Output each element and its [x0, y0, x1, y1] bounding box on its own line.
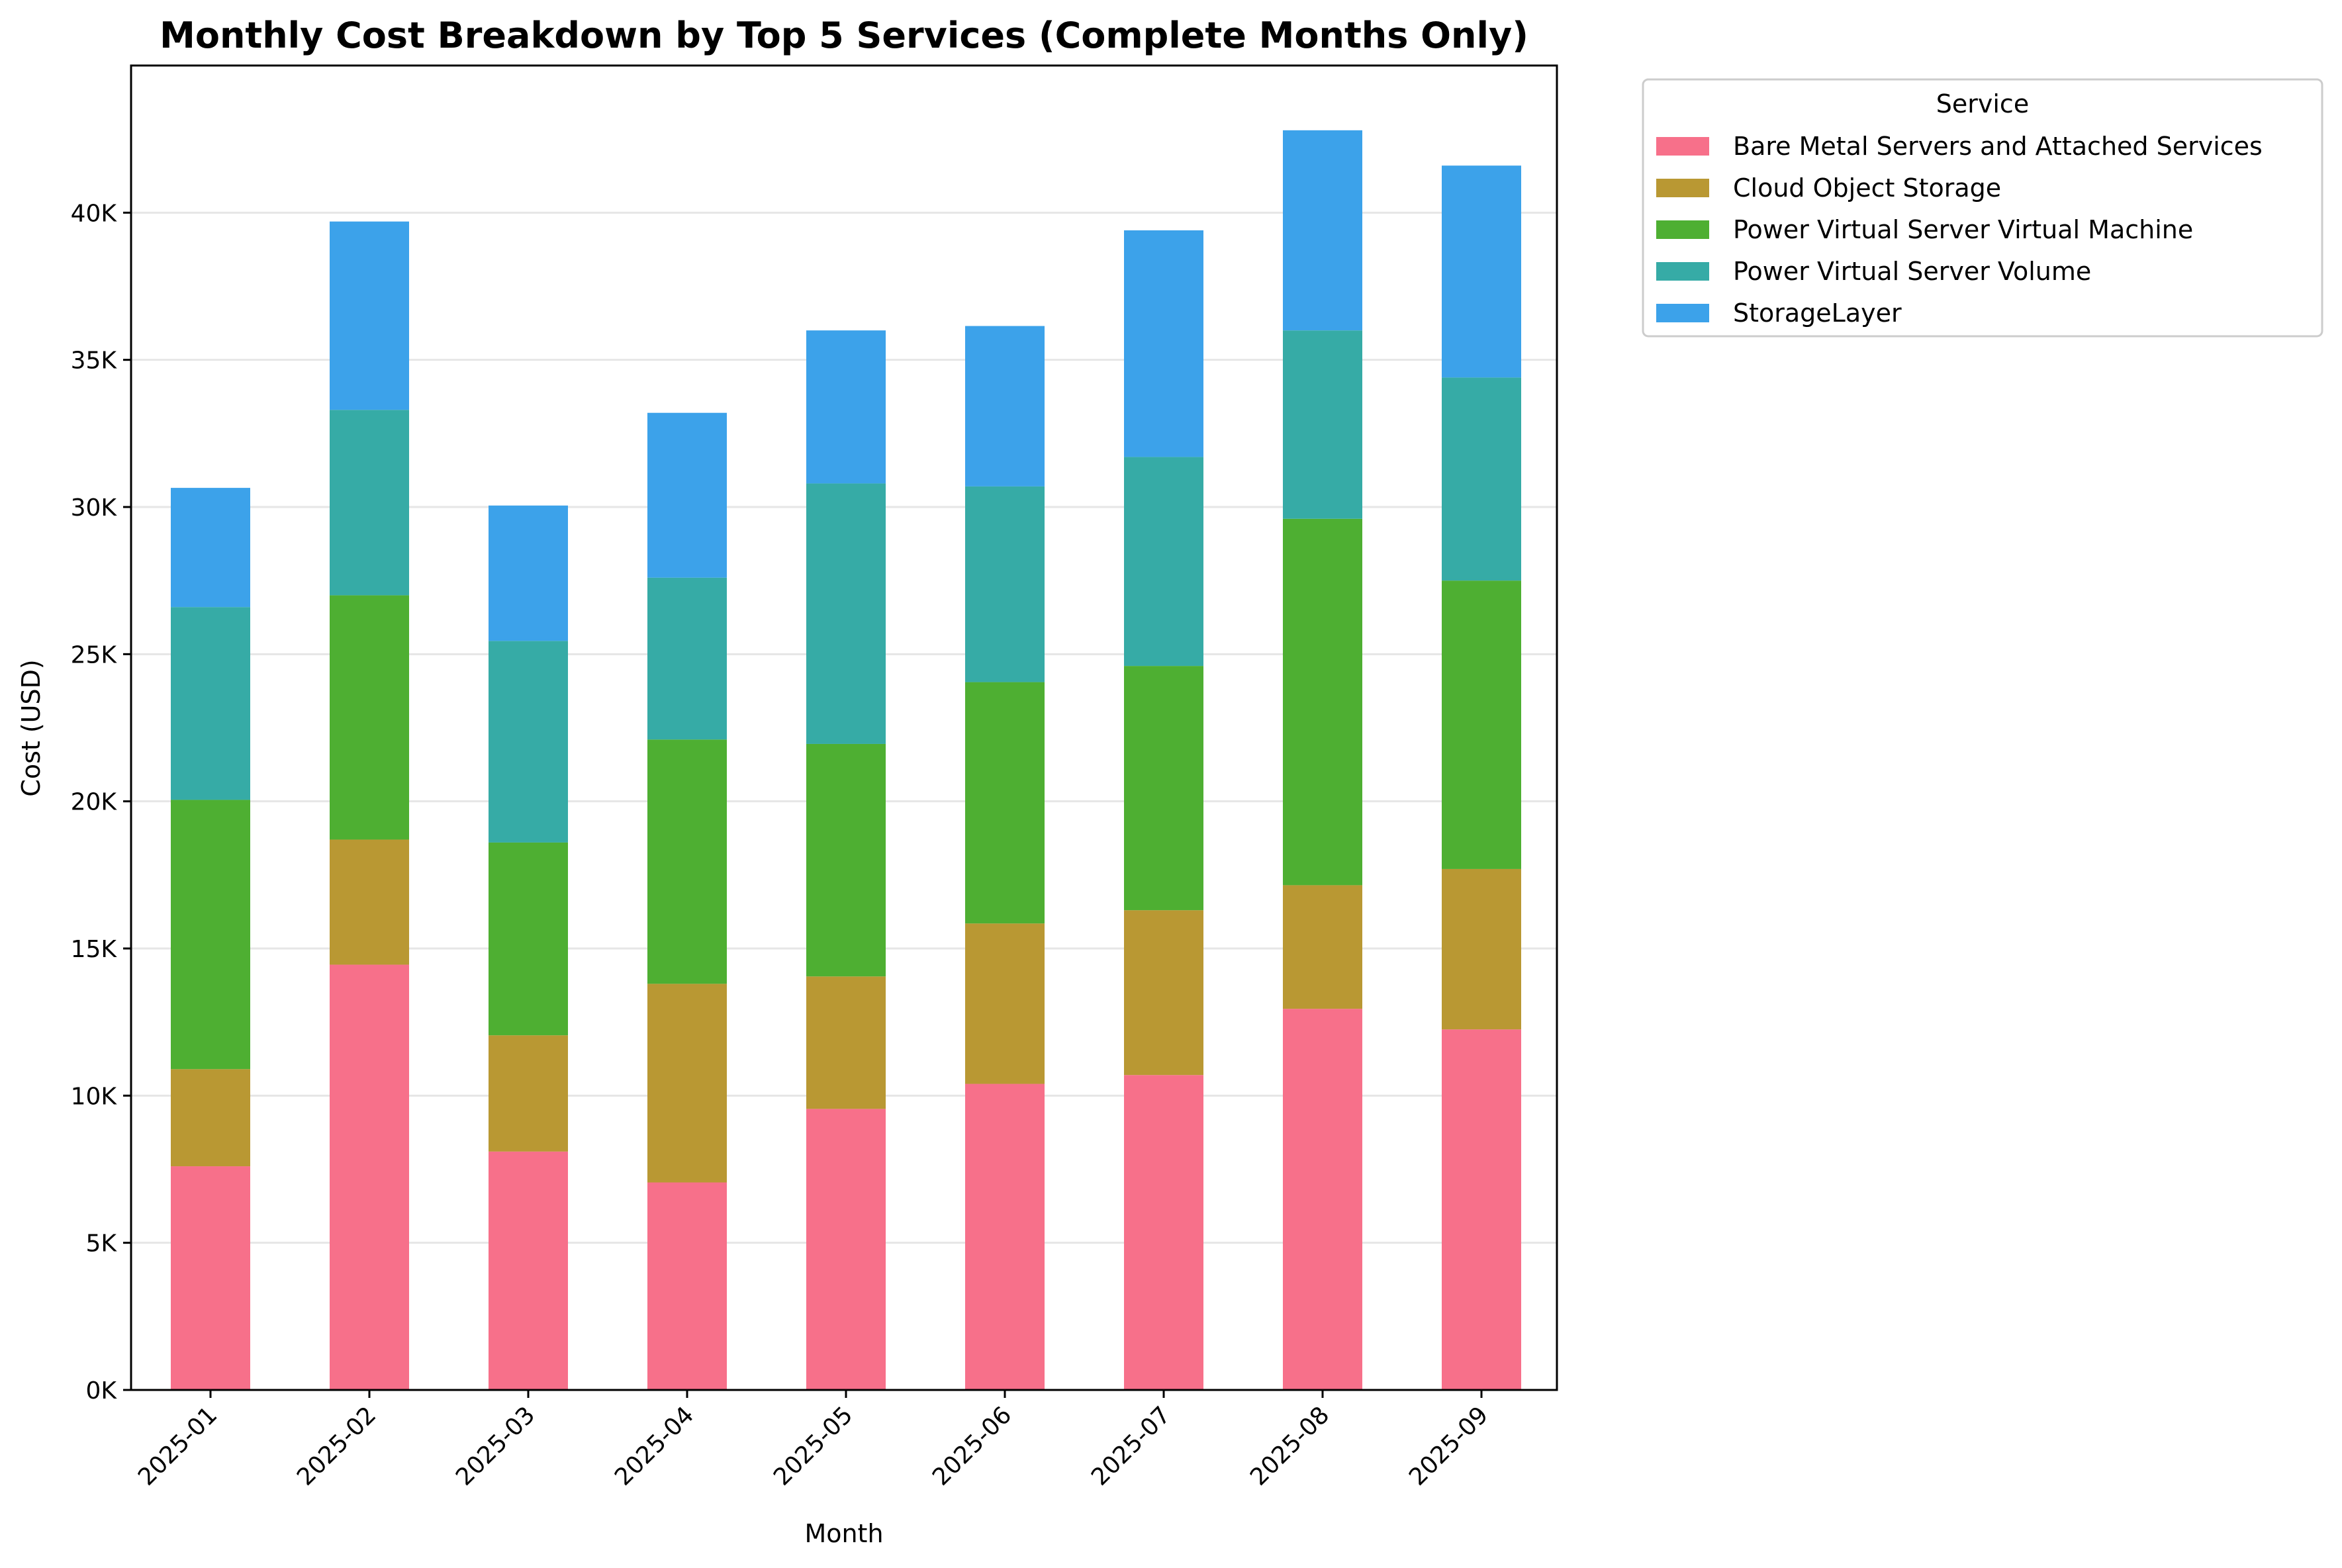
bar-segment	[806, 330, 886, 484]
x-tick-label: 2025-04	[610, 1401, 699, 1491]
x-tick-label: 2025-06	[927, 1401, 1017, 1491]
bar-segment	[330, 839, 409, 965]
y-tick-label: 0K	[85, 1377, 117, 1405]
y-tick-label: 35K	[71, 347, 118, 375]
bar-segment	[330, 221, 409, 410]
bar-segment	[1283, 330, 1362, 519]
legend-label: Power Virtual Server Virtual Machine	[1733, 215, 2193, 244]
bar-segment	[489, 842, 568, 1036]
bar-segment	[1124, 666, 1203, 911]
bar-segment	[330, 595, 409, 840]
bar-segment	[171, 607, 250, 800]
bar-segment	[965, 1084, 1045, 1390]
bar-segment	[1124, 1075, 1203, 1390]
bar-segment	[647, 577, 727, 740]
y-tick-label: 10K	[71, 1083, 118, 1110]
legend: Service Bare Metal Servers and Attached …	[1642, 78, 2323, 338]
legend-label: Cloud Object Storage	[1733, 173, 2001, 203]
x-tick-label: 2025-07	[1086, 1401, 1176, 1491]
y-axis-label: Cost (USD)	[17, 659, 46, 796]
chart-title: Monthly Cost Breakdown by Top 5 Services…	[160, 15, 1528, 56]
bar-segment	[330, 410, 409, 596]
bar-segment	[171, 1069, 250, 1167]
bar-segment	[965, 923, 1045, 1084]
x-tick-label: 2025-03	[451, 1401, 540, 1491]
bar-segment	[965, 682, 1045, 924]
bar-segment	[1442, 580, 1521, 869]
bar-segment	[806, 743, 886, 977]
legend-label: Bare Metal Servers and Attached Services	[1733, 132, 2263, 161]
bar-segment	[806, 976, 886, 1109]
bars	[171, 130, 1521, 1390]
y-tick-label: 30K	[71, 494, 118, 522]
bar-segment	[171, 800, 250, 1070]
bar-segment	[1124, 230, 1203, 457]
bar-segment	[647, 739, 727, 984]
bar-segment	[1124, 457, 1203, 667]
bar-segment	[1283, 1009, 1362, 1390]
bar-segment	[806, 483, 886, 744]
legend-swatch	[1656, 220, 1709, 239]
bar-segment	[489, 1151, 568, 1390]
bar-segment	[1442, 868, 1521, 1030]
bar-segment	[1283, 518, 1362, 886]
legend-label: StorageLayer	[1733, 299, 1902, 328]
bar-segment	[647, 984, 727, 1183]
bar-segment	[171, 488, 250, 608]
legend-title: Service	[1936, 89, 2029, 118]
bar-segment	[806, 1109, 886, 1390]
y-tick-label: 20K	[71, 789, 118, 816]
x-axis: 2025-01 2025-02 2025-03 2025-04 2025-05 2025-…	[133, 1390, 1493, 1491]
legend-swatch	[1656, 304, 1709, 322]
legend-swatch	[1656, 179, 1709, 197]
x-tick-label: 2025-05	[769, 1401, 858, 1491]
bar-segment	[330, 964, 409, 1390]
legend-frame	[1642, 78, 2323, 338]
legend-swatch	[1656, 262, 1709, 281]
legend-items: Bare Metal Servers and Attached Services…	[1656, 132, 2263, 328]
y-tick-label: 15K	[71, 936, 118, 963]
y-axis: 0K 5K 10K 15K 20K 25K 30K 35K 40K	[71, 200, 131, 1405]
y-tick-label: 5K	[85, 1230, 117, 1258]
x-tick-label: 2025-09	[1404, 1401, 1493, 1491]
bar-segment	[489, 505, 568, 641]
bar-segment	[171, 1166, 250, 1390]
bar-segment	[1124, 910, 1203, 1076]
y-tick-label: 40K	[71, 200, 118, 227]
plot-frame	[130, 64, 1558, 1391]
bar-segment	[1442, 377, 1521, 581]
x-axis-label: Month	[804, 1519, 883, 1548]
bar-segment	[1283, 130, 1362, 331]
x-tick-label: 2025-08	[1245, 1401, 1335, 1491]
bar-segment	[965, 486, 1045, 682]
bar-segment	[965, 326, 1045, 486]
bar-segment	[489, 641, 568, 843]
x-tick-label: 2025-01	[133, 1401, 222, 1491]
bar-segment	[647, 412, 727, 578]
x-tick-label: 2025-02	[292, 1401, 381, 1491]
bar-segment	[489, 1035, 568, 1152]
legend-swatch	[1656, 137, 1709, 156]
legend-label: Power Virtual Server Volume	[1733, 257, 2091, 286]
bar-segment	[1283, 885, 1362, 1009]
bar-segment	[647, 1182, 727, 1390]
bar-segment	[1442, 1029, 1521, 1390]
bar-segment	[1442, 165, 1521, 378]
y-tick-label: 25K	[71, 641, 118, 669]
